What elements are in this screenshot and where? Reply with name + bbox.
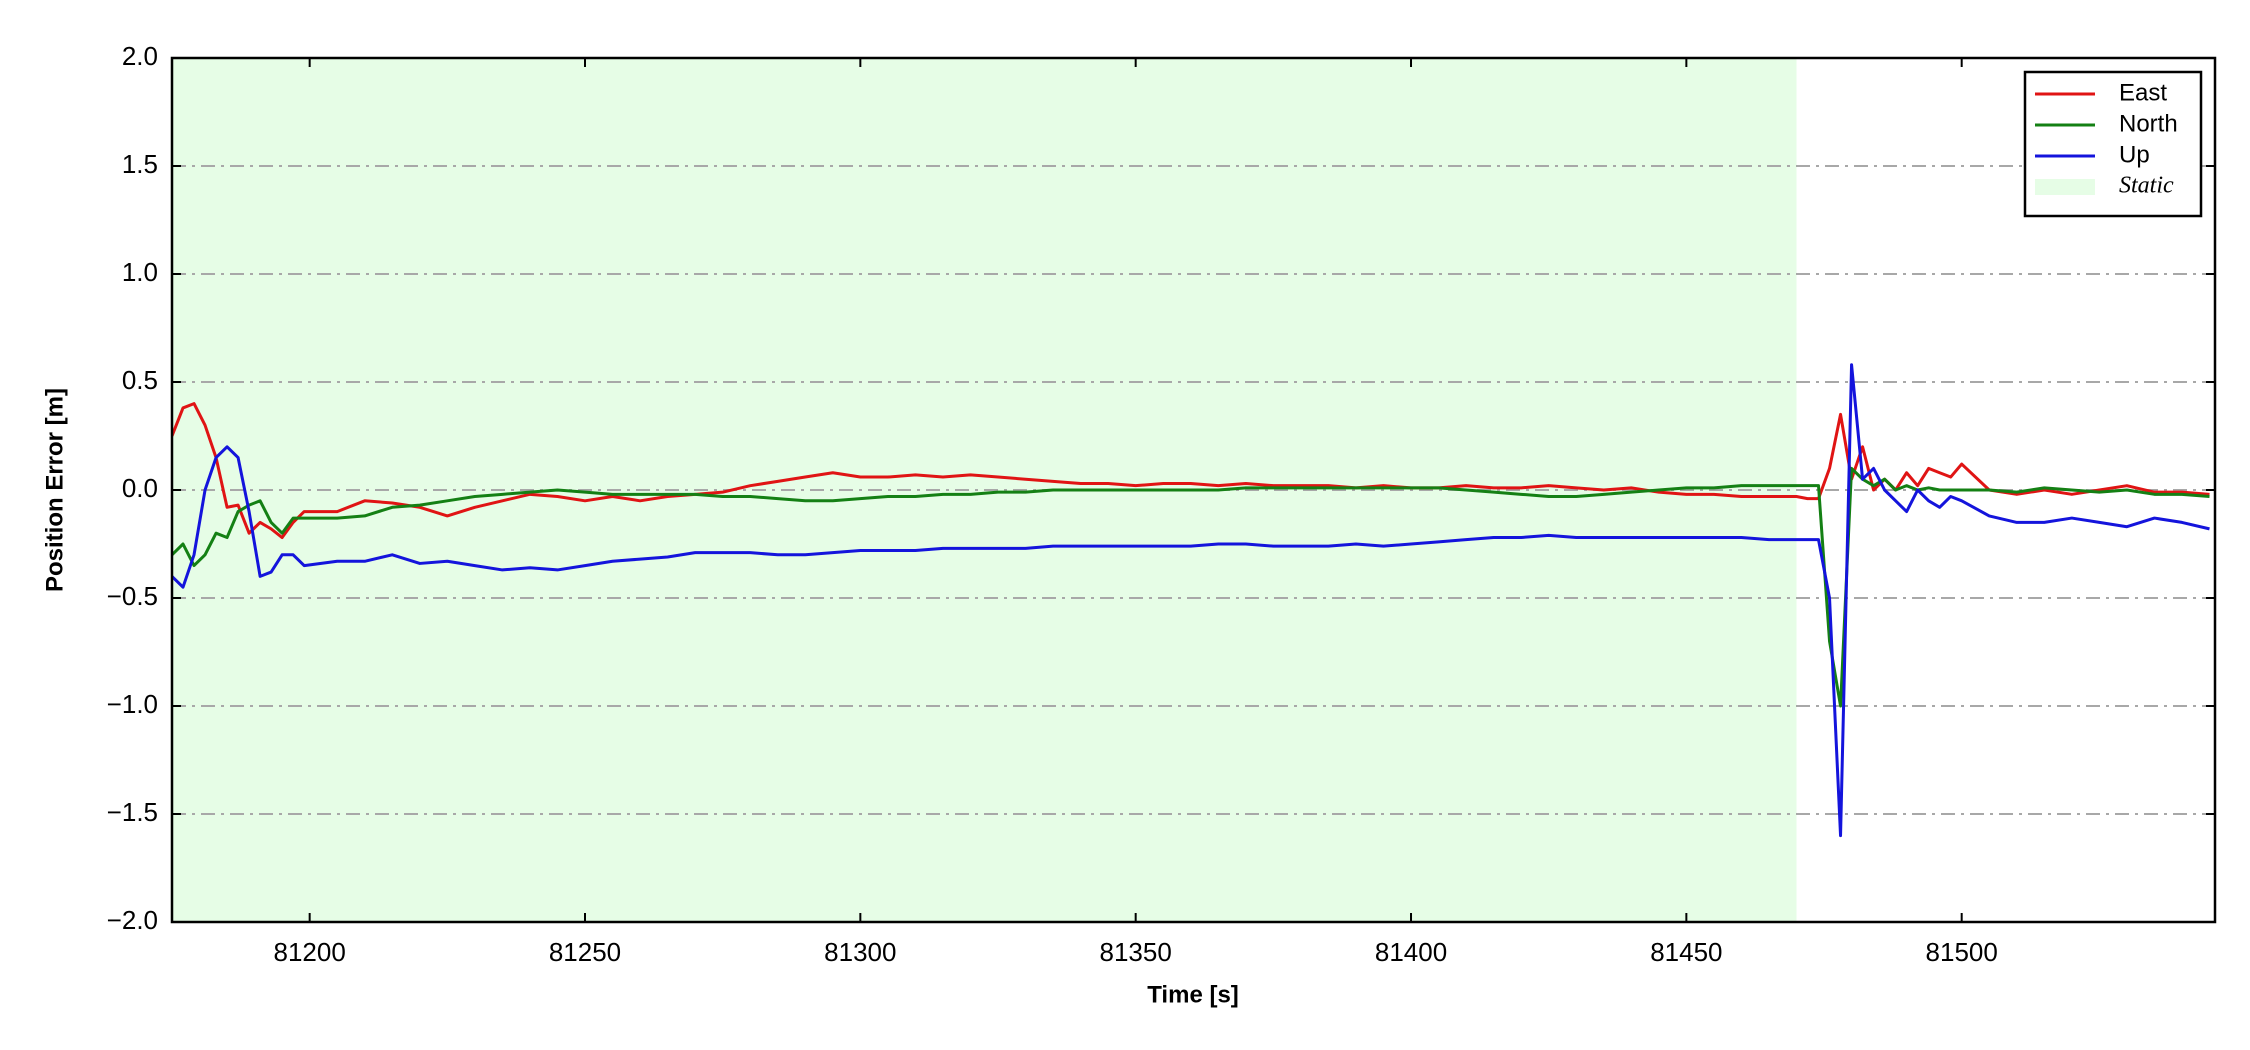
legend: East North Up Static <box>2023 70 2203 218</box>
x-tick-label: 81300 <box>824 937 896 967</box>
y-axis-label: Position Error [m] <box>41 388 68 592</box>
grid <box>172 165 2215 815</box>
y-tick-label: 0.0 <box>122 473 158 503</box>
y-tick-label: 0.5 <box>122 365 158 395</box>
data-layer <box>172 363 2210 838</box>
x-tick-label: 81350 <box>1100 937 1172 967</box>
legend-label: Up <box>2119 141 2150 168</box>
x-tick-label: 81250 <box>549 937 621 967</box>
series-line <box>172 363 2210 838</box>
y-tick-label: 2.0 <box>122 41 158 71</box>
legend-label: East <box>2119 79 2167 106</box>
series-line <box>172 466 2210 708</box>
x-tick-label: 81500 <box>1926 937 1998 967</box>
axes: −2.0 −1.5 −1.0 −0.5 0.0 0.5 1.0 1.5 2.0 81200 8125… <box>107 41 2215 967</box>
y-tick-label: −1.5 <box>107 797 158 827</box>
legend-label: Static <box>2119 173 2174 199</box>
y-tick-label: −1.0 <box>107 689 158 719</box>
x-tick-label: 81450 <box>1650 937 1722 967</box>
legend-label: North <box>2119 110 2178 137</box>
legend-swatch <box>2035 179 2095 195</box>
x-tick-label: 81200 <box>274 937 346 967</box>
y-tick-label: 1.0 <box>122 257 158 287</box>
y-tick-label: −0.5 <box>107 581 158 611</box>
x-axis-label: Time [s] <box>1147 981 1239 1008</box>
y-tick-label: 1.5 <box>122 149 158 179</box>
y-tick-label: −2.0 <box>107 905 158 935</box>
x-tick-label: 81400 <box>1375 937 1447 967</box>
